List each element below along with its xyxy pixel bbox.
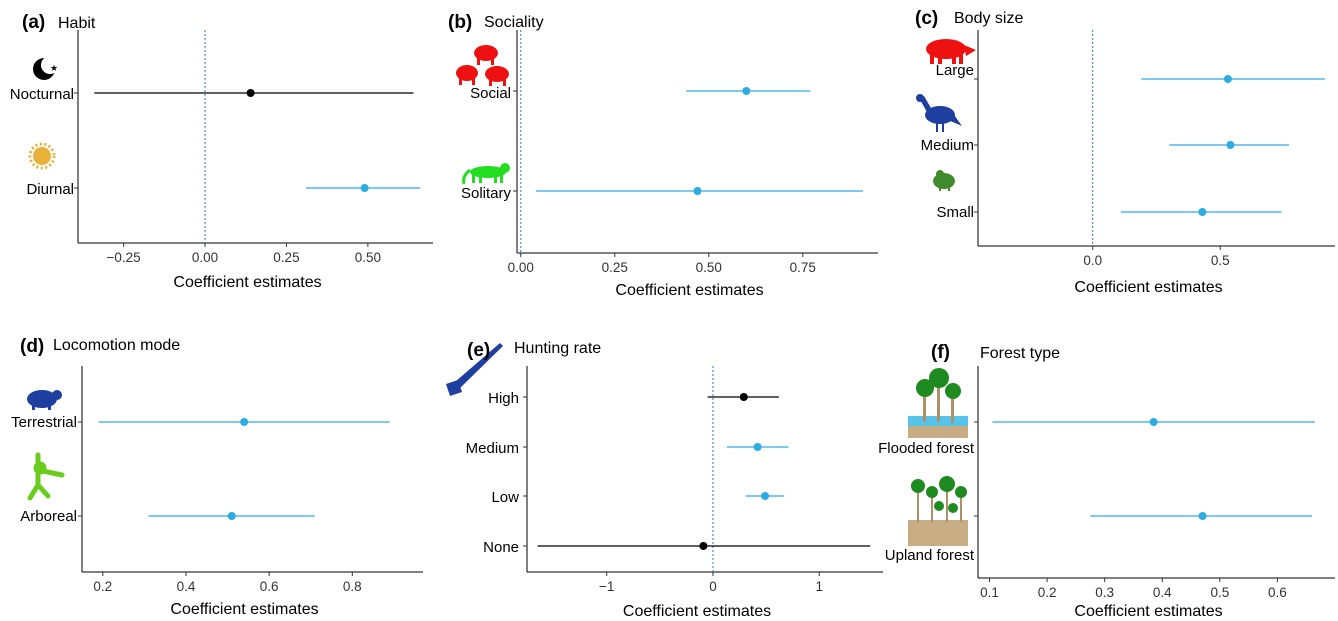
panel-title: Locomotion mode — [53, 337, 180, 354]
category-label: Flooded forest — [878, 440, 975, 457]
panel-title: Body size — [954, 10, 1023, 27]
x-tick-label: 1 — [815, 579, 823, 594]
rodent-icon — [933, 170, 955, 191]
category-label: Upland forest — [885, 547, 975, 564]
panel-a: (a) Habit −0.25 0.00 0.25 0.50 Coefficient est… — [10, 12, 433, 291]
x-axis-title: Coefficient estimates — [1074, 603, 1222, 620]
estimate-point — [699, 542, 708, 550]
panel-letter: (c) — [915, 8, 938, 29]
estimate-point — [739, 393, 748, 401]
category-label: Low — [491, 489, 519, 506]
x-tick-label: −0.25 — [107, 250, 141, 265]
estimate-point — [1198, 208, 1207, 216]
x-tick-label: 0.6 — [260, 579, 279, 594]
x-tick-label: 0.5 — [1210, 585, 1229, 600]
x-tick-label: 0.2 — [93, 579, 112, 594]
upland-forest-icon — [908, 476, 968, 546]
category-label: Social — [470, 85, 511, 102]
category-label: Large — [936, 62, 974, 79]
category-label: Terrestrial — [11, 414, 77, 431]
panel-letter: (e) — [467, 340, 490, 361]
x-tick-label: 0.8 — [343, 579, 362, 594]
x-tick-label: 0.0 — [1083, 253, 1102, 268]
x-tick-label: 0 — [709, 579, 717, 594]
curassow-icon — [916, 94, 962, 132]
x-tick-label: 0.25 — [273, 250, 299, 265]
x-tick-label: 0.2 — [1038, 585, 1057, 600]
estimate-point — [753, 443, 762, 451]
peccary-herd-icon — [456, 45, 509, 86]
x-axis-title: Coefficient estimates — [623, 603, 771, 620]
category-label: Solitary — [461, 185, 512, 202]
icon-layer: ★ — [27, 39, 976, 546]
panel-letter: (f) — [931, 342, 950, 363]
panel-title: Hunting rate — [514, 340, 601, 357]
x-axis-title: Coefficient estimates — [615, 282, 763, 299]
x-tick-label: 0.3 — [1095, 585, 1114, 600]
panel-letter: (d) — [20, 336, 44, 357]
estimate-point — [761, 492, 770, 500]
jaguar-icon — [462, 163, 510, 185]
panel-letter: (b) — [448, 12, 472, 33]
panel-f: (f) Forest type 0.1 0.2 0.3 0.4 0.5 0.6 Coeffici… — [878, 342, 1335, 620]
tapir-icon — [926, 39, 976, 64]
x-tick-label: 0.6 — [1268, 585, 1287, 600]
estimate-point — [1226, 141, 1235, 149]
x-tick-label: 0.25 — [602, 260, 628, 275]
panel-b: (b) Sociality 0.00 0.25 0.50 0.75 Coefficient … — [448, 12, 878, 299]
category-label: Medium — [921, 137, 974, 154]
panel-c: (c) Body size 0.0 0.5 Coefficient estimates L… — [915, 8, 1335, 296]
x-tick-label: 0.00 — [192, 250, 218, 265]
category-label: None — [483, 539, 519, 556]
x-tick-label: 0.1 — [980, 585, 999, 600]
monkey-icon — [27, 452, 65, 501]
category-label: Medium — [466, 440, 519, 457]
x-axis-title: Coefficient estimates — [170, 601, 318, 618]
estimate-point — [227, 512, 236, 520]
category-label: Nocturnal — [10, 86, 74, 103]
panel-letter: (a) — [22, 12, 45, 33]
category-label: Diurnal — [26, 181, 74, 198]
x-tick-label: 0.50 — [355, 250, 381, 265]
category-label: Arboreal — [20, 508, 77, 525]
capybara-icon — [27, 390, 62, 410]
x-tick-label: 0.4 — [1153, 585, 1172, 600]
panel-e: (e) Hunting rate −1 0 1 Coefficient estimates… — [466, 340, 883, 620]
panel-d: (d) Locomotion mode 0.2 0.4 0.6 0.8 Coefficien… — [11, 336, 423, 618]
estimate-point — [240, 418, 249, 426]
sun-icon — [28, 142, 56, 170]
estimate-point — [742, 87, 751, 95]
svg-text:★: ★ — [50, 64, 58, 74]
category-label: Small — [936, 204, 974, 221]
panel-title: Forest type — [980, 345, 1060, 362]
estimate-point — [1149, 418, 1158, 426]
moon-icon: ★ — [33, 56, 59, 80]
category-label: High — [488, 390, 519, 407]
x-tick-label: 0.50 — [696, 260, 722, 275]
x-tick-label: 0.75 — [790, 260, 816, 275]
x-tick-label: 0.5 — [1211, 253, 1230, 268]
estimate-point — [1198, 512, 1207, 520]
flooded-forest-icon — [908, 368, 968, 438]
estimate-point — [360, 184, 369, 192]
x-tick-label: 0.4 — [177, 579, 196, 594]
x-axis-title: Coefficient estimates — [1074, 279, 1222, 296]
panel-title: Sociality — [484, 14, 544, 31]
x-tick-label: 0.00 — [508, 260, 534, 275]
estimate-point — [246, 89, 255, 97]
x-axis-title: Coefficient estimates — [173, 274, 321, 291]
panel-title: Habit — [58, 15, 96, 32]
x-tick-label: −1 — [599, 579, 614, 594]
rifle-icon — [446, 343, 503, 396]
estimate-point — [1223, 75, 1232, 83]
estimate-point — [693, 187, 702, 195]
